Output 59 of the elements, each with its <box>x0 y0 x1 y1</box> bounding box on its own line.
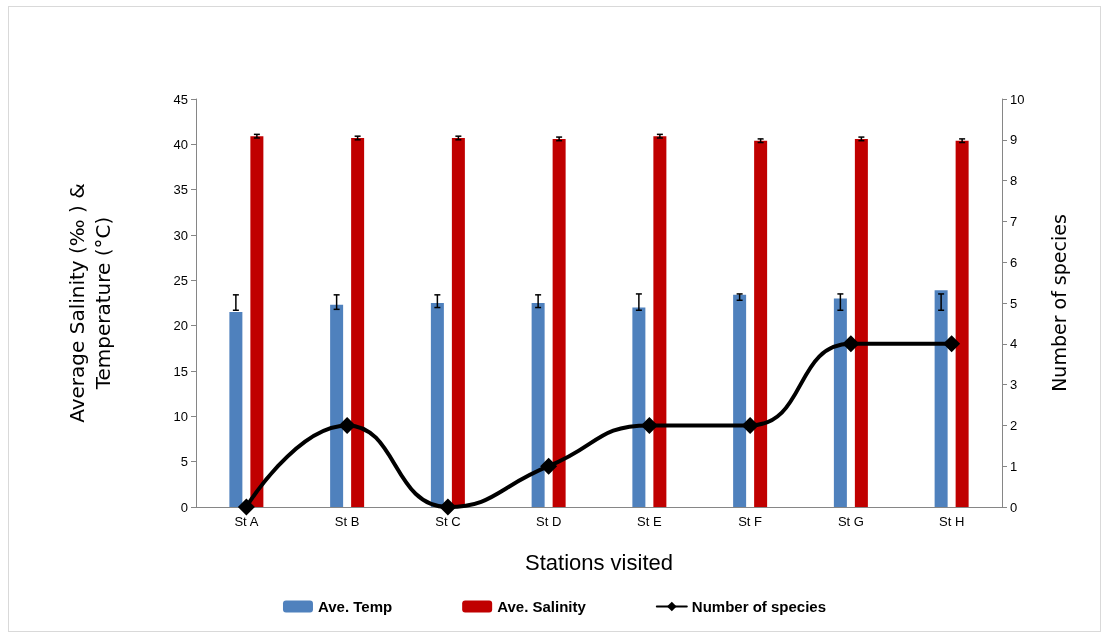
legend-label: Ave. Salinity <box>497 598 587 615</box>
x-tick-label: St H <box>938 514 965 529</box>
bar <box>531 303 545 507</box>
y-tick-label: 45 <box>173 91 188 107</box>
x-tick-label: St C <box>435 514 461 529</box>
bar <box>552 138 566 507</box>
point <box>540 457 558 475</box>
bar <box>632 307 646 507</box>
y-tick-label: 15 <box>173 363 188 379</box>
y-tick-label: 30 <box>173 227 188 243</box>
y-tick-label: 35 <box>173 182 188 198</box>
y-tick-label: 10 <box>173 408 188 424</box>
legend-label: Ave. Temp <box>317 598 393 615</box>
y2-tick-label: 2 <box>1010 417 1018 433</box>
y2-tick-label: 9 <box>1010 132 1018 148</box>
x-tick-label: St E <box>637 514 662 529</box>
y2-tick-label: 6 <box>1010 254 1018 270</box>
bar <box>934 290 948 507</box>
y-tick-label: 0 <box>180 499 188 515</box>
point <box>640 416 658 434</box>
x-tick-label: St D <box>535 514 562 529</box>
y-tick-label: 40 <box>173 136 188 152</box>
bar <box>250 136 264 507</box>
legend-label: Number of species <box>691 598 827 615</box>
y2-tick-label: 0 <box>1010 499 1018 515</box>
point <box>237 498 255 516</box>
bar <box>229 312 243 507</box>
y2-tick-label: 4 <box>1010 336 1018 352</box>
y2-tick-label: 10 <box>1010 91 1025 107</box>
point <box>439 498 457 516</box>
y2-tick-label: 3 <box>1010 377 1018 393</box>
bar <box>451 137 465 507</box>
point <box>338 416 356 434</box>
y-tick-label: 20 <box>173 318 188 334</box>
bar <box>351 137 365 507</box>
y2-tick-label: 1 <box>1010 458 1018 474</box>
bar <box>653 136 667 507</box>
x-axis-title: Stations visited <box>525 549 673 575</box>
y2-axis-title: Number of species <box>1048 214 1070 392</box>
bar <box>733 294 747 507</box>
x-tick-label: St A <box>234 514 259 529</box>
point <box>943 335 961 353</box>
point <box>842 335 860 353</box>
y2-tick-label: 7 <box>1010 213 1018 229</box>
x-tick-label: St B <box>334 514 360 529</box>
bar <box>854 138 868 507</box>
bar <box>833 298 847 507</box>
bar <box>754 140 768 507</box>
bar <box>330 304 344 507</box>
x-tick-label: St G <box>837 514 864 529</box>
point <box>741 416 759 434</box>
bar <box>955 140 969 507</box>
y-tick-label: 25 <box>173 272 188 288</box>
y-tick-label: 5 <box>180 454 188 470</box>
x-tick-label: St F <box>738 514 763 529</box>
bar <box>430 303 444 507</box>
y-axis-title: Average Salinity (‰ ) & Temperature (°C) <box>65 183 115 423</box>
y2-tick-label: 8 <box>1010 173 1018 189</box>
y2-tick-label: 5 <box>1010 295 1018 311</box>
